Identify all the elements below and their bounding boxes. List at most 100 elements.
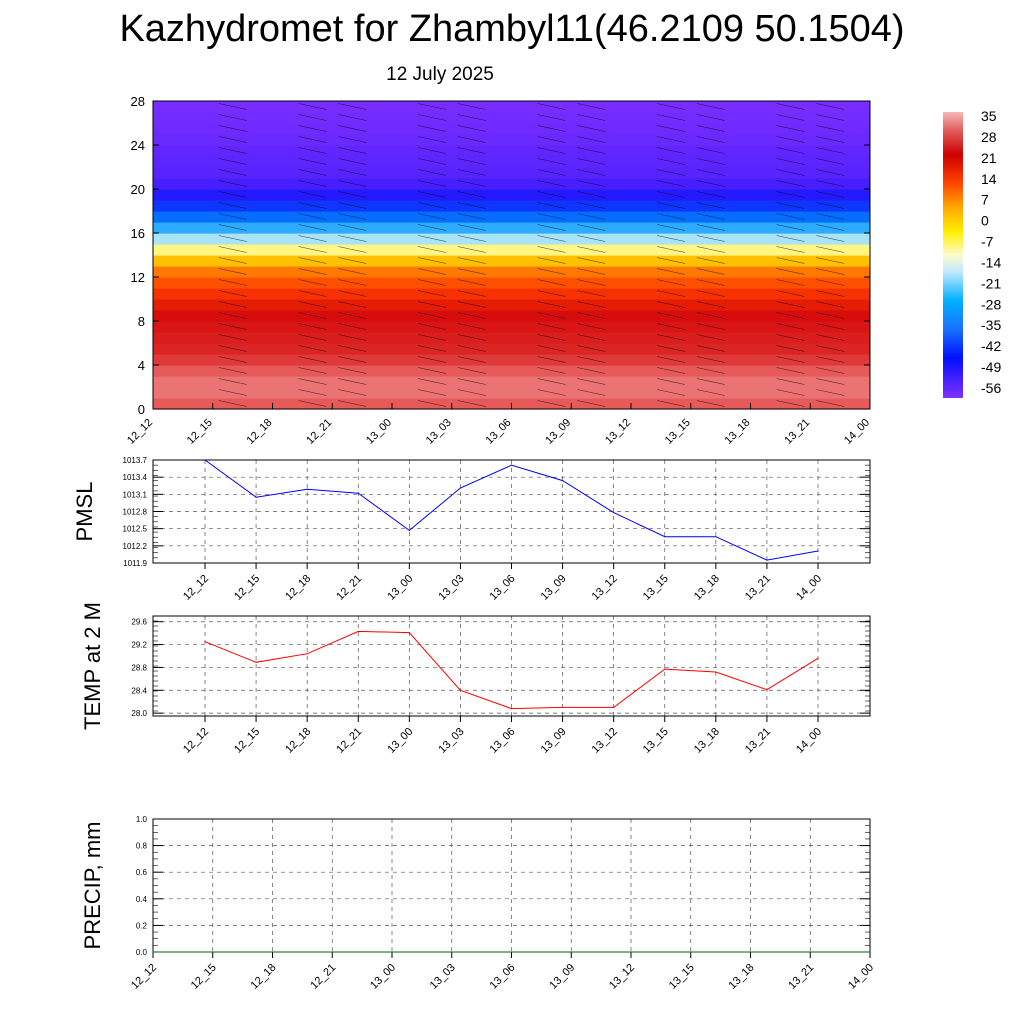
wind-barb [577,268,606,275]
wind-barb [338,136,367,143]
wind-barb [776,114,805,121]
heatmap-band [153,266,870,278]
wind-barb [457,400,486,407]
wind-barb [696,334,725,341]
series-point [749,951,752,953]
wind-barb [338,400,367,407]
wind-barb [776,169,805,176]
wind-barb [417,158,447,165]
wind-barb [298,345,327,352]
wind-barb [457,125,486,132]
colorbar-label: -56 [981,380,1001,396]
x-tick-label: 13_15 [663,417,693,447]
series-point [204,459,206,461]
wind-barb [298,400,327,407]
heatmap-band [153,222,870,234]
wind-barb [816,103,845,110]
wind-barb [816,268,845,275]
wind-barb [537,356,566,363]
wind-barb [338,257,367,264]
wind-barb [577,158,606,165]
wind-barb [298,125,327,132]
y-tick-label: 1012.2 [123,542,148,551]
wind-barb [696,125,725,132]
wind-barb [218,224,247,231]
series-point [212,951,214,953]
y-tick-label: 28.4 [131,686,147,695]
wind-barb [537,389,566,396]
wind-barb [457,323,486,330]
y-tick-label: 28.8 [131,663,147,672]
wind-barb [417,279,447,286]
wind-barb [218,389,247,396]
wind-barb [577,202,606,209]
wind-barb [696,169,725,176]
heatmap-band [153,376,870,388]
wind-barb [776,400,805,407]
y-tick-label: 1.0 [136,815,148,824]
x-tick-label: 13_00 [364,417,394,447]
x-tick-label: 13_21 [743,573,773,603]
wind-barb [537,323,566,330]
x-tick-label: 14_00 [794,726,824,756]
wind-barb [656,356,686,363]
wind-barb [338,191,367,198]
wind-barb [577,114,606,121]
wind-barb [656,400,686,407]
wind-barb [417,257,447,264]
wind-barb [696,213,725,220]
chart-subtitle: 12 July 2025 [386,64,494,85]
y-tick-label: 24 [131,138,145,153]
x-tick-label: 13_12 [590,573,620,603]
wind-barb [417,213,447,220]
x-tick-label: 12_12 [181,573,211,603]
heatmap-band [153,200,870,212]
wind-barb [816,191,845,198]
x-tick-label: 12_18 [245,417,275,447]
wind-barb [816,114,845,121]
wind-barb [457,103,486,110]
wind-barb [776,257,805,264]
wind-barb [457,235,486,242]
wind-barb [298,169,327,176]
wind-barb [776,180,805,187]
wind-barb [338,158,367,165]
x-tick-label: 12_15 [189,962,219,992]
wind-barb [577,334,606,341]
heatmap-band [153,156,870,168]
wind-barb [577,389,606,396]
wind-barb [537,268,566,275]
wind-barb [577,125,606,132]
wind-barb [537,213,566,220]
pmsl-panel: 1011.9 1012.2 1012.5 1012.8 1013.1 1013.4 1013… [72,456,871,603]
wind-barb [577,312,606,319]
wind-barb [457,191,486,198]
colorbar-label: -42 [981,338,1001,354]
series-point [570,951,572,953]
wind-barb [696,158,725,165]
temp2m-panel: 28.0 28.4 28.8 29.2 29.6 12_12 12_15 12_18 12_21… [80,602,871,756]
series-point [766,559,768,561]
heatmap-band [153,343,870,355]
x-tick-label: 14_00 [842,417,872,447]
wind-barb [298,235,327,242]
wind-barb [417,378,447,385]
wind-barb [696,290,725,297]
wind-barb [457,213,486,220]
wind-barb [218,235,247,242]
y-axis-label: TEMP at 2 M [80,602,105,730]
y-tick-label: 29.2 [131,641,147,650]
wind-barb [537,334,566,341]
x-tick-label: 13_06 [484,417,514,447]
wind-barb [537,246,566,253]
wind-barb [696,202,725,209]
wind-barb [696,279,725,286]
wind-barb [656,312,686,319]
wind-barb [656,202,686,209]
wind-barb [457,290,486,297]
wind-barb [417,268,447,275]
heatmap-band [153,178,870,190]
x-tick-label: 13_09 [539,573,569,603]
series-point [869,951,871,953]
wind-barb [417,246,447,253]
